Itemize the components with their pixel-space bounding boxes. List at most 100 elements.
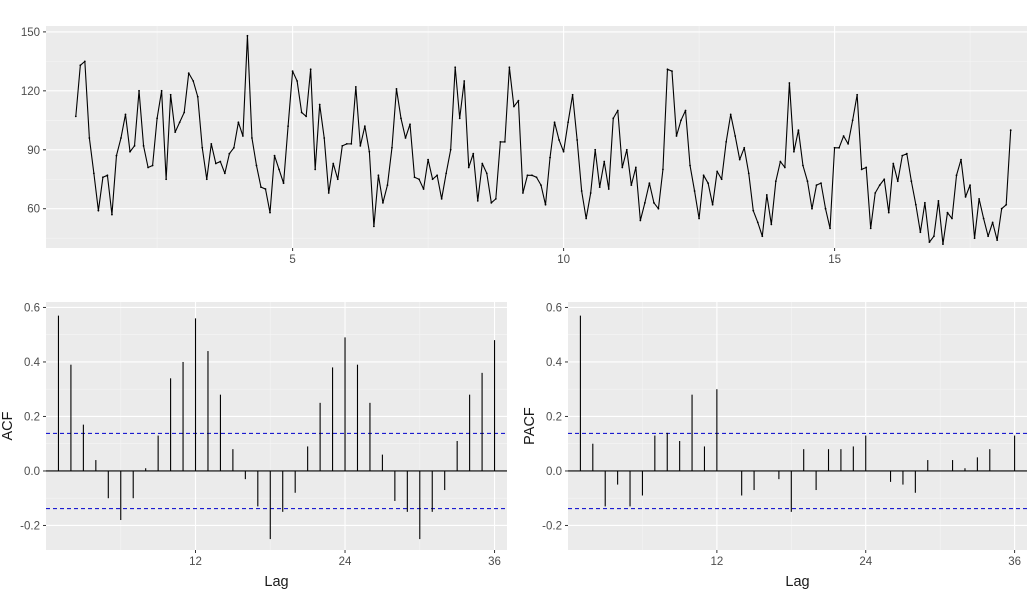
data-point <box>833 146 836 149</box>
panel-2-y-tick-label: 0.0 <box>24 466 40 478</box>
data-point <box>770 223 773 226</box>
data-point <box>228 152 231 155</box>
data-point <box>1009 129 1012 132</box>
data-point <box>720 178 723 181</box>
data-point <box>616 109 619 112</box>
data-point <box>603 160 606 163</box>
data-point <box>996 239 999 242</box>
data-point <box>400 117 402 120</box>
data-point <box>643 201 646 204</box>
panel-1-y-tick-label: 60 <box>27 204 40 216</box>
data-point <box>806 180 809 183</box>
panel-1-y-tick-label: 150 <box>21 27 40 39</box>
data-point <box>842 135 845 137</box>
data-point <box>594 148 597 151</box>
data-point <box>711 203 714 206</box>
data-point <box>165 178 168 181</box>
data-point <box>725 141 728 143</box>
data-point <box>120 137 122 139</box>
data-point <box>522 192 524 194</box>
data-point <box>219 160 222 163</box>
data-point <box>183 111 186 114</box>
panel-3-background <box>568 302 1027 550</box>
data-point <box>427 158 429 161</box>
data-point <box>910 180 913 183</box>
data-point <box>874 192 877 194</box>
data-point <box>905 152 908 155</box>
data-point <box>264 188 267 190</box>
data-point <box>282 182 285 185</box>
data-point <box>734 135 737 137</box>
data-point <box>485 172 488 175</box>
data-point <box>88 137 91 139</box>
data-point <box>693 190 696 192</box>
data-point <box>512 105 515 108</box>
panel-3-x-tick-label: 36 <box>1008 556 1021 568</box>
data-point <box>260 186 262 188</box>
data-point <box>436 174 439 177</box>
data-point <box>639 219 642 222</box>
data-point <box>192 80 195 82</box>
panel-1-y-tick-label: 90 <box>27 145 40 157</box>
data-point <box>323 137 326 139</box>
data-point <box>124 113 127 116</box>
data-point <box>783 166 786 169</box>
data-point <box>621 166 624 169</box>
data-point <box>829 227 831 230</box>
data-point <box>869 227 872 230</box>
data-point <box>490 201 493 204</box>
data-point <box>431 178 434 181</box>
data-point <box>223 172 226 175</box>
data-point <box>585 217 588 220</box>
data-point <box>336 178 339 181</box>
data-point <box>951 217 953 220</box>
data-point <box>896 180 899 183</box>
data-point <box>377 174 380 177</box>
data-point <box>463 80 466 82</box>
data-point <box>851 119 854 122</box>
data-point <box>74 115 77 118</box>
panel-2-y-tick-label: 0.6 <box>24 302 40 314</box>
data-point <box>567 121 569 124</box>
data-point <box>309 68 312 71</box>
data-point <box>820 182 822 185</box>
data-point <box>205 178 208 181</box>
data-point <box>942 243 944 245</box>
data-point <box>138 89 140 92</box>
data-point <box>237 121 240 124</box>
panel-2-y-axis-title: ACF <box>0 411 16 440</box>
data-point <box>765 194 768 196</box>
data-point <box>612 117 615 120</box>
data-point <box>332 162 335 165</box>
data-point <box>657 207 660 210</box>
data-point <box>350 142 353 145</box>
data-point <box>774 180 777 183</box>
panel-2-x-tick-label: 24 <box>339 556 352 568</box>
panel-2-background <box>46 302 507 550</box>
data-point <box>598 186 601 188</box>
data-point <box>937 199 940 202</box>
data-point <box>752 209 755 212</box>
data-point <box>300 111 303 114</box>
data-point <box>413 176 416 179</box>
data-point <box>671 70 673 73</box>
data-point <box>865 166 868 169</box>
data-point <box>761 235 764 238</box>
data-point <box>404 137 407 139</box>
data-point <box>747 172 750 175</box>
panel-1-x-tick-label: 10 <box>557 254 570 266</box>
data-point <box>178 121 181 124</box>
data-point <box>327 192 330 194</box>
data-point <box>278 168 280 171</box>
data-point <box>526 174 529 177</box>
data-point <box>363 125 366 128</box>
data-point <box>883 178 886 181</box>
panel-2-x-tick-label: 36 <box>488 556 501 568</box>
data-point <box>860 168 863 171</box>
data-point <box>743 146 746 149</box>
panel-3-x-axis-title: Lag <box>785 574 809 590</box>
data-point <box>1000 207 1003 210</box>
data-point <box>919 231 922 234</box>
data-point <box>476 199 479 202</box>
